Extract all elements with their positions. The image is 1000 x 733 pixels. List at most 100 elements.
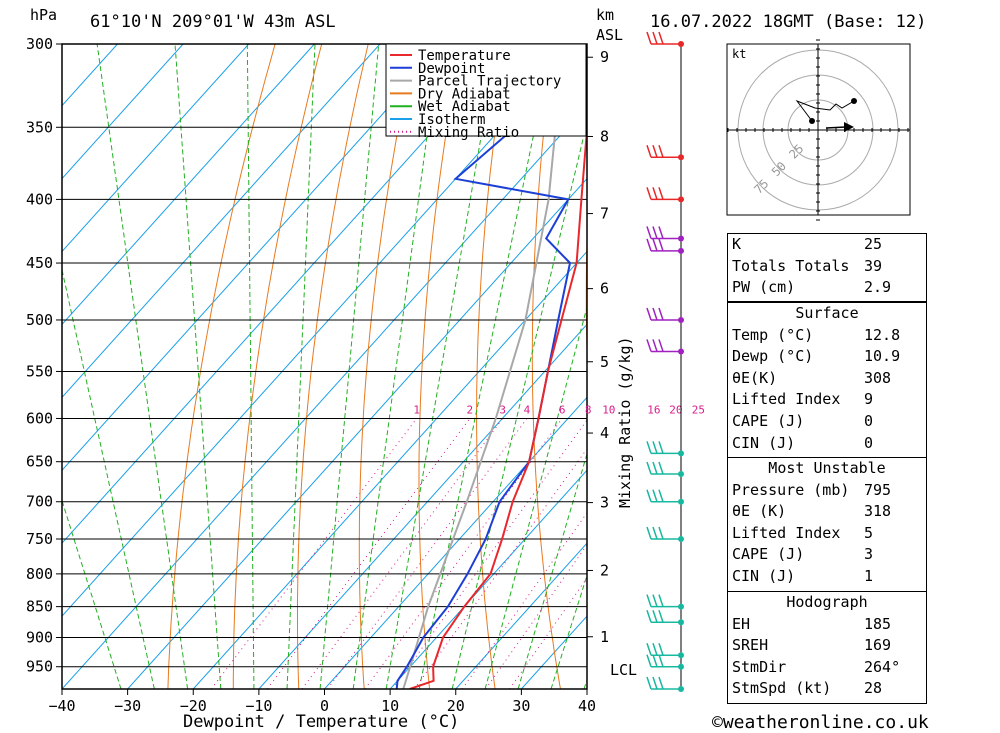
surface-value: 0 <box>864 433 874 452</box>
wind-barb-feather <box>652 654 658 667</box>
wind-barb-feather <box>658 226 664 239</box>
km-tick-label: 9 <box>600 48 609 66</box>
x-tick-label: 20 <box>447 697 465 715</box>
mu-value: 795 <box>864 480 892 499</box>
wind-barb <box>646 610 684 626</box>
wet-adiabat-line <box>62 499 122 689</box>
mu-label: Lifted Index <box>732 523 841 542</box>
isotherm-line <box>62 44 184 180</box>
wind-barb-feather <box>646 489 652 502</box>
km-label: km <box>596 6 614 24</box>
mixing-ratio-line <box>327 418 528 689</box>
index-label: K <box>732 235 742 253</box>
index-row: PW (cm) 2.9 <box>728 277 926 299</box>
indices-top-panel: K 25 Totals Totals 39 PW (cm) 2.9 <box>727 233 927 302</box>
index-value: 25 <box>864 235 883 253</box>
y-tick-label: 300 <box>26 35 53 53</box>
mixing-ratio-value: 16 <box>647 403 660 416</box>
mu-value: 318 <box>864 502 892 521</box>
wind-barb-feather <box>652 307 658 321</box>
hodo-value: 28 <box>864 679 883 698</box>
isotherm-line <box>389 469 587 689</box>
legend-label: Isotherm <box>418 112 485 128</box>
hodo-label: StmDir <box>732 657 787 676</box>
surface-label: θE(K) <box>732 368 778 387</box>
wet-adiabat-line <box>517 452 587 689</box>
wind-barb <box>646 307 684 323</box>
wind-barb-feather <box>658 489 664 502</box>
storm-motion-arrowhead <box>844 122 854 132</box>
index-label: PW (cm) <box>732 278 796 297</box>
wind-barb-feather <box>646 594 652 607</box>
x-tick-label: −30 <box>114 697 141 715</box>
hodo-row: EH 185 <box>728 614 926 636</box>
hodograph-title: Hodograph <box>786 593 868 611</box>
wind-barb-feather <box>646 145 652 158</box>
legend-label: Temperature <box>418 48 511 64</box>
wind-barb-feather <box>652 461 658 475</box>
mixing-ratio-line <box>413 447 587 689</box>
wind-barb-feather <box>646 226 652 239</box>
x-tick-label: −10 <box>245 697 272 715</box>
wind-barb-feather <box>646 339 652 352</box>
surface-row: Temp (°C) 12.8 <box>728 325 926 347</box>
y-tick-label: 550 <box>26 362 53 380</box>
wind-barb <box>646 642 684 659</box>
mixing-ratio-line <box>509 577 587 689</box>
index-label: Totals Totals <box>732 256 850 275</box>
wet-adiabat-line <box>174 44 222 689</box>
wind-barb-feather <box>646 461 652 475</box>
x-tick-label: −40 <box>48 697 75 715</box>
wet-adiabat-line <box>352 44 440 689</box>
wind-barb-feather <box>652 610 658 623</box>
wind-barb-feather <box>652 226 658 239</box>
y-tick-label: 650 <box>26 453 53 471</box>
mixing-ratio-value: 2 <box>467 403 474 416</box>
y-tick-label: 900 <box>26 629 53 647</box>
wind-barb-feather <box>646 526 652 540</box>
mu-row: θE (K) 318 <box>728 501 926 523</box>
wind-barb <box>646 594 684 610</box>
y-tick-label: 850 <box>26 598 53 616</box>
wind-barb-feather <box>646 642 652 656</box>
wet-adiabat-line <box>246 44 255 689</box>
mixing-ratio-line <box>392 419 587 689</box>
km-tick-label: 1 <box>600 628 609 646</box>
mu-label: CIN (J) <box>732 566 796 585</box>
surface-value: 12.8 <box>864 325 901 344</box>
wind-barb-feather <box>652 676 658 690</box>
asl-label: ASL <box>596 26 623 44</box>
y-tick-label: 600 <box>26 409 53 427</box>
dry-adiabat-line <box>297 44 369 689</box>
mixing-ratio-value: 4 <box>524 403 531 416</box>
mixing-ratio-line <box>301 418 504 689</box>
most-unstable-panel: Most Unstable Pressure (mb) 795 θE (K) 318… <box>727 457 927 592</box>
copyright-footer[interactable]: ©weatheronline.co.uk <box>712 712 929 733</box>
surface-value: 9 <box>864 390 874 409</box>
isotherm-line <box>62 104 587 689</box>
hodograph-trace <box>795 99 855 122</box>
y-tick-label: 800 <box>26 565 53 583</box>
wind-barb-feather <box>652 441 658 454</box>
mixing-ratio-line <box>364 418 563 689</box>
wind-barb-feather <box>646 610 652 623</box>
mixing-ratio-value: 8 <box>585 403 592 416</box>
wet-adiabat-line <box>96 44 189 689</box>
wind-barb-feather <box>658 610 664 623</box>
surface-value: 308 <box>864 368 892 387</box>
wind-barb <box>646 526 684 543</box>
km-tick-label: 3 <box>600 494 609 512</box>
surface-label: Dewp (°C) <box>732 347 814 366</box>
surface-label: CAPE (J) <box>732 411 805 430</box>
y-tick-label: 500 <box>26 311 53 329</box>
wind-barb-feather <box>658 676 664 690</box>
isotherm-line <box>62 44 118 107</box>
surface-row: Dewp (°C) 10.9 <box>728 346 926 368</box>
surface-row: θE(K) 308 <box>728 368 926 390</box>
isotherm-line <box>62 44 446 471</box>
x-tick-label: 30 <box>512 697 530 715</box>
location-title: 61°10'N 209°01'W 43m ASL <box>90 12 336 32</box>
hodo-row: SREH 169 <box>728 635 926 657</box>
y-tick-label: 700 <box>26 493 53 511</box>
wind-barb-feather <box>658 441 664 454</box>
